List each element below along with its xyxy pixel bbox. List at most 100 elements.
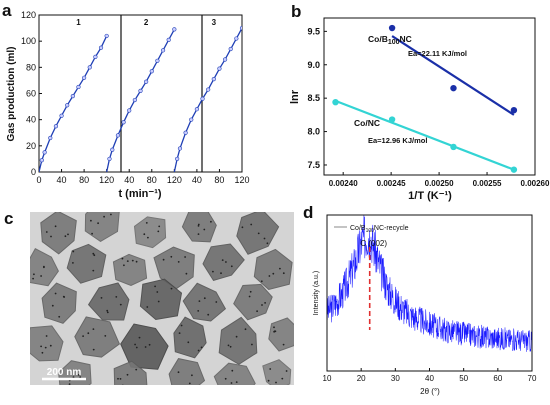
cycle-label: 2 — [144, 18, 149, 27]
data-point — [189, 117, 194, 122]
series-group-d — [327, 215, 532, 352]
y-tick-label: 40 — [26, 115, 36, 125]
co-nanodot — [156, 291, 159, 293]
co-nanodot — [198, 300, 201, 302]
co-nanodot — [188, 382, 191, 385]
nanoparticle — [182, 282, 227, 322]
x-tick-label: 0 — [36, 175, 41, 185]
data-point — [115, 133, 121, 138]
data-point — [239, 25, 242, 31]
data-point — [144, 79, 149, 84]
x-tick-label: 30 — [391, 374, 400, 383]
nanoparticle — [40, 212, 77, 255]
data-point — [211, 77, 216, 82]
co-nanodot — [227, 344, 230, 347]
co-nanodot — [138, 336, 141, 339]
co-nanodot — [54, 225, 57, 228]
co-nanodot — [187, 341, 190, 344]
axes-b: 7.5 8.0 8.5 9.0 9.5 0.00240 0.00245 0.00250 0.00… — [307, 26, 550, 188]
co-nanodot — [123, 264, 125, 267]
co-nanodot — [197, 223, 200, 226]
co-nanodot — [235, 335, 238, 338]
data-point — [87, 65, 92, 70]
co-nanodot — [79, 376, 82, 379]
co-nanodot — [197, 349, 200, 352]
nanoparticle — [253, 248, 293, 291]
co-nanodot — [122, 384, 124, 385]
co-nanodot — [110, 213, 112, 216]
co-nanodot — [58, 315, 61, 318]
co-nanodot — [224, 377, 227, 380]
nanoparticle — [233, 283, 273, 321]
panel-label-a: a — [2, 1, 12, 20]
co-nanodot — [241, 226, 244, 229]
co-nanodot — [170, 287, 173, 290]
co-nanodot — [203, 228, 206, 231]
co-nanodot — [157, 230, 160, 233]
co-nanodot — [146, 306, 149, 308]
nanoparticle — [74, 316, 121, 358]
data-point — [200, 96, 205, 101]
co-nanodot — [220, 272, 222, 275]
x-tick-label: 0.00245 — [377, 179, 406, 188]
co-nanodot — [263, 237, 266, 240]
activation-energy-label: Ea=22.11 KJ/mol — [408, 49, 467, 58]
x-tick-label: 80 — [147, 175, 157, 185]
co-nanodot — [264, 302, 266, 304]
nanoparticle — [153, 246, 195, 290]
co-nanodot — [126, 373, 129, 376]
co-nanodot — [77, 374, 80, 376]
data-point — [510, 106, 518, 114]
series-name-label: Co/NC — [354, 118, 380, 128]
co-nanodot — [268, 275, 271, 277]
co-nanodot — [207, 313, 210, 316]
panel-b: b 7.5 8.0 8.5 9.0 9.5 0.00240 0.00245 0.00250 0.… — [289, 2, 550, 202]
co-nanodot — [43, 266, 45, 269]
nanoparticle — [41, 282, 77, 324]
x-tick-label: 0.00240 — [329, 179, 358, 188]
y-tick-label: 7.5 — [307, 160, 320, 170]
co-nanodot — [197, 310, 200, 312]
fit-line — [335, 99, 515, 171]
scale-bar-label: 200 nm — [47, 367, 82, 378]
co-nanodot — [282, 343, 285, 346]
data-point — [222, 57, 228, 62]
co-nanodot — [250, 223, 253, 226]
co-nanodot — [261, 304, 263, 306]
co-nanodot — [100, 297, 103, 299]
co-nanodot — [267, 379, 270, 382]
x-tick-label: 40 — [192, 175, 202, 185]
co-nanodot — [143, 233, 146, 236]
co-nanodot — [131, 259, 134, 262]
nanoparticle — [113, 360, 148, 385]
x-tick-label: 120 — [99, 175, 114, 185]
co-nanodot — [273, 326, 275, 329]
y-axis-label-b: lnr — [289, 89, 301, 104]
co-nanodot — [119, 303, 122, 306]
data-point — [510, 166, 518, 173]
co-nanodot — [106, 311, 109, 314]
data-point — [110, 147, 115, 152]
x-tick-label: 60 — [493, 374, 502, 383]
x-axis-a: 0 40 80 120 40 80 120 40 80 120 — [36, 169, 250, 185]
co-nanodot — [275, 381, 277, 384]
co-nanodot — [147, 236, 149, 239]
y-tick-label: 8.5 — [307, 93, 320, 103]
data-point — [228, 46, 233, 52]
co-nanodot — [200, 346, 203, 349]
data-point — [450, 143, 457, 151]
x-tick-label: 20 — [357, 374, 366, 383]
series-labels-b: Co/B100NC Ea=22.11 KJ/mol Co/NC Ea=12.96 KJ… — [354, 34, 467, 145]
data-point — [138, 88, 143, 93]
co-nanodot — [227, 386, 229, 388]
nanoparticle — [168, 358, 206, 385]
cycle-label: 1 — [76, 18, 81, 27]
co-nanodot — [197, 233, 200, 236]
co-nanodot — [92, 328, 95, 330]
plot-frame-b — [323, 17, 536, 176]
data-point — [166, 37, 171, 42]
x-axis-d: 10 20 30 40 50 60 70 — [323, 368, 537, 383]
